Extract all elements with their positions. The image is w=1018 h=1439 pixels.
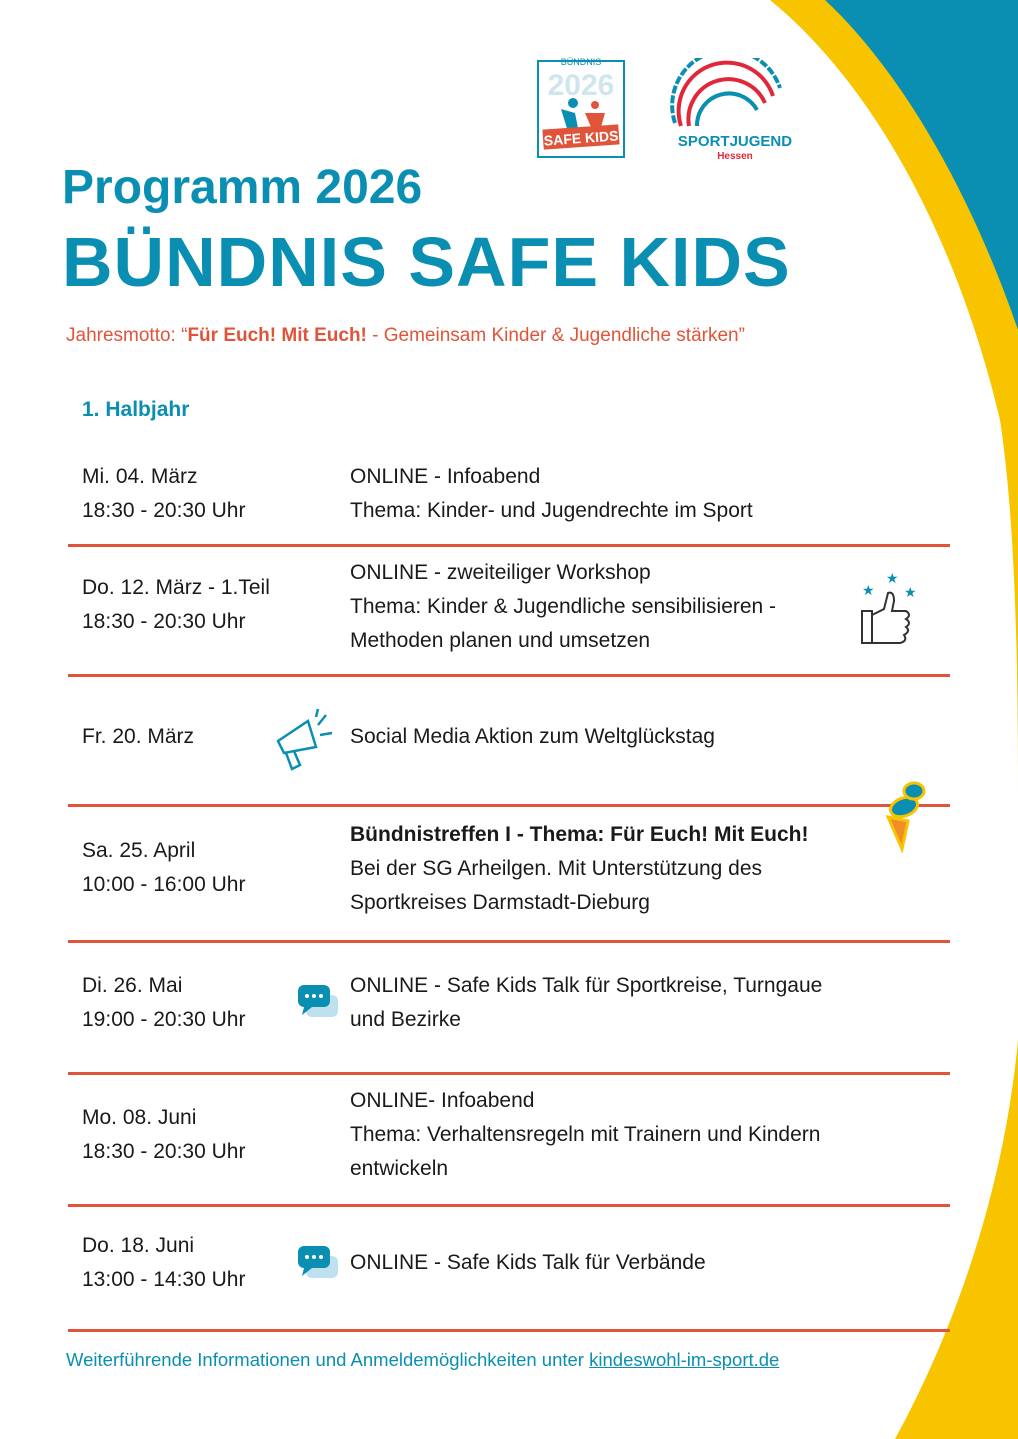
event-date: Do. 18. Juni 13:00 - 14:30 Uhr (82, 1229, 245, 1297)
event-row: Sa. 25. April 10:00 - 16:00 Uhr Bündnistr… (68, 781, 950, 943)
time: 18:30 - 20:30 Uhr (82, 499, 246, 522)
time: 18:30 - 20:30 Uhr (82, 610, 246, 633)
line: ONLINE- Infoabend (350, 1089, 535, 1112)
event-description: ONLINE - Safe Kids Talk für Sportkreise,… (350, 969, 822, 1037)
line: Sportkreises Darmstadt-Dieburg (350, 891, 650, 914)
event-date: Fr. 20. März (82, 720, 194, 754)
event-description: Bündnistreffen I - Thema: Für Euch! Mit … (350, 818, 809, 920)
event-date: Di. 26. Mai 19:00 - 20:30 Uhr (82, 969, 245, 1037)
pushpin-icon (885, 781, 926, 853)
chat-bubbles-icon (298, 985, 338, 1017)
motto-rest: - Gemeinsam Kinder & Jugendliche stärken… (366, 325, 745, 346)
event-description: ONLINE- Infoabend Thema: Verhaltensregeln… (350, 1084, 820, 1186)
event-row: Di. 26. Mai 19:00 - 20:30 Uhr ONLINE - Sa… (68, 943, 950, 1075)
event-description: ONLINE - Safe Kids Talk für Verbände (350, 1246, 706, 1280)
date: Di. 26. Mai (82, 974, 183, 997)
line: Thema: Kinder & Jugendliche sensibilisie… (350, 595, 777, 618)
line: Bei der SG Arheilgen. Mit Unterstützung … (350, 857, 763, 880)
event-description: Social Media Aktion zum Weltglückstag (350, 720, 715, 754)
event-date: Do. 12. März - 1.Teil 18:30 - 20:30 Uhr (82, 571, 270, 639)
event-date: Mi. 04. März 18:30 - 20:30 Uhr (82, 460, 245, 528)
event-description: ONLINE - Infoabend Thema: Kinder- und Jug… (350, 460, 753, 528)
time: 19:00 - 20:30 Uhr (82, 1008, 246, 1031)
page-title: Programm 2026 (62, 161, 423, 214)
svg-text:★: ★ (904, 584, 917, 600)
line: ONLINE - Safe Kids Talk für Sportkreise,… (350, 974, 823, 997)
line: Social Media Aktion zum Weltglückstag (350, 725, 715, 748)
line: und Bezirke (350, 1008, 461, 1031)
yellow-band-top (770, 0, 1018, 800)
chat-bubbles-icon (298, 1246, 338, 1278)
annual-motto: Jahresmotto: “Für Euch! Mit Euch! - Geme… (66, 325, 745, 347)
svg-text:2026: 2026 (548, 69, 615, 102)
page-heading: BÜNDNIS SAFE KIDS (62, 223, 791, 301)
line: ONLINE - zweiteiliger Workshop (350, 561, 651, 584)
event-row: Mo. 08. Juni 18:30 - 20:30 Uhr ONLINE- In… (68, 1075, 950, 1207)
event-row: Mi. 04. März 18:30 - 20:30 Uhr ONLINE - I… (68, 448, 950, 547)
date: Sa. 25. April (82, 839, 196, 862)
line: Thema: Verhaltensregeln mit Trainern und… (350, 1123, 821, 1146)
motto-prefix: Jahresmotto: “ (66, 325, 188, 346)
event-date: Sa. 25. April 10:00 - 16:00 Uhr (82, 834, 245, 902)
section-heading: 1. Halbjahr (82, 398, 190, 421)
time: 18:30 - 20:30 Uhr (82, 1140, 246, 1163)
date: Mo. 08. Juni (82, 1106, 197, 1129)
line: entwickeln (350, 1157, 449, 1180)
line: ONLINE - Infoabend (350, 465, 541, 488)
line: Methoden planen und umsetzen (350, 629, 651, 652)
date: Do. 18. Juni (82, 1234, 195, 1257)
teal-band (825, 0, 1018, 330)
footer-note: Weiterführende Informationen und Anmelde… (66, 1349, 779, 1371)
svg-text:★: ★ (886, 571, 899, 586)
footer-text: Weiterführende Informationen und Anmelde… (66, 1349, 590, 1370)
date: Fr. 20. März (82, 725, 195, 748)
time: 13:00 - 14:30 Uhr (82, 1268, 246, 1291)
date: Do. 12. März - 1.Teil (82, 576, 270, 599)
thumbs-up-icon: ★ ★ ★ (861, 571, 917, 644)
line: ONLINE - Safe Kids Talk für Verbände (350, 1251, 706, 1274)
safe-kids-logo: BÜNDNIS 2026 SAFE KIDS (537, 57, 625, 158)
svg-text:★: ★ (862, 582, 875, 598)
event-row: Do. 12. März - 1.Teil 18:30 - 20:30 Uhr O… (68, 547, 950, 677)
event-description: ONLINE - zweiteiliger Workshop Thema: Kin… (350, 556, 776, 658)
svg-text:SAFE KIDS: SAFE KIDS (543, 127, 619, 148)
svg-text:Hessen: Hessen (717, 151, 753, 162)
website-link[interactable]: kindeswohl-im-sport.de (589, 1349, 780, 1370)
event-row: Do. 18. Juni 13:00 - 14:30 Uhr ONLINE - S… (68, 1207, 950, 1332)
event-title: Bündnistreffen I - Thema: Für Euch! Mit … (350, 823, 809, 846)
date: Mi. 04. März (82, 465, 198, 488)
motto-highlight: Für Euch! Mit Euch! (187, 325, 367, 346)
sportjugend-logo: SPORTJUGEND Hessen (665, 48, 805, 163)
svg-text:SPORTJUGEND: SPORTJUGEND (678, 133, 792, 150)
yellow-band-bottom (895, 1040, 1018, 1439)
svg-text:BÜNDNIS: BÜNDNIS (561, 57, 602, 67)
event-date: Mo. 08. Juni 18:30 - 20:30 Uhr (82, 1101, 245, 1169)
line: Thema: Kinder- und Jugendrechte im Sport (350, 499, 753, 522)
time: 10:00 - 16:00 Uhr (82, 873, 246, 896)
event-row: Fr. 20. März Social Media Aktion zum Wel… (68, 677, 950, 807)
megaphone-icon (276, 708, 333, 771)
